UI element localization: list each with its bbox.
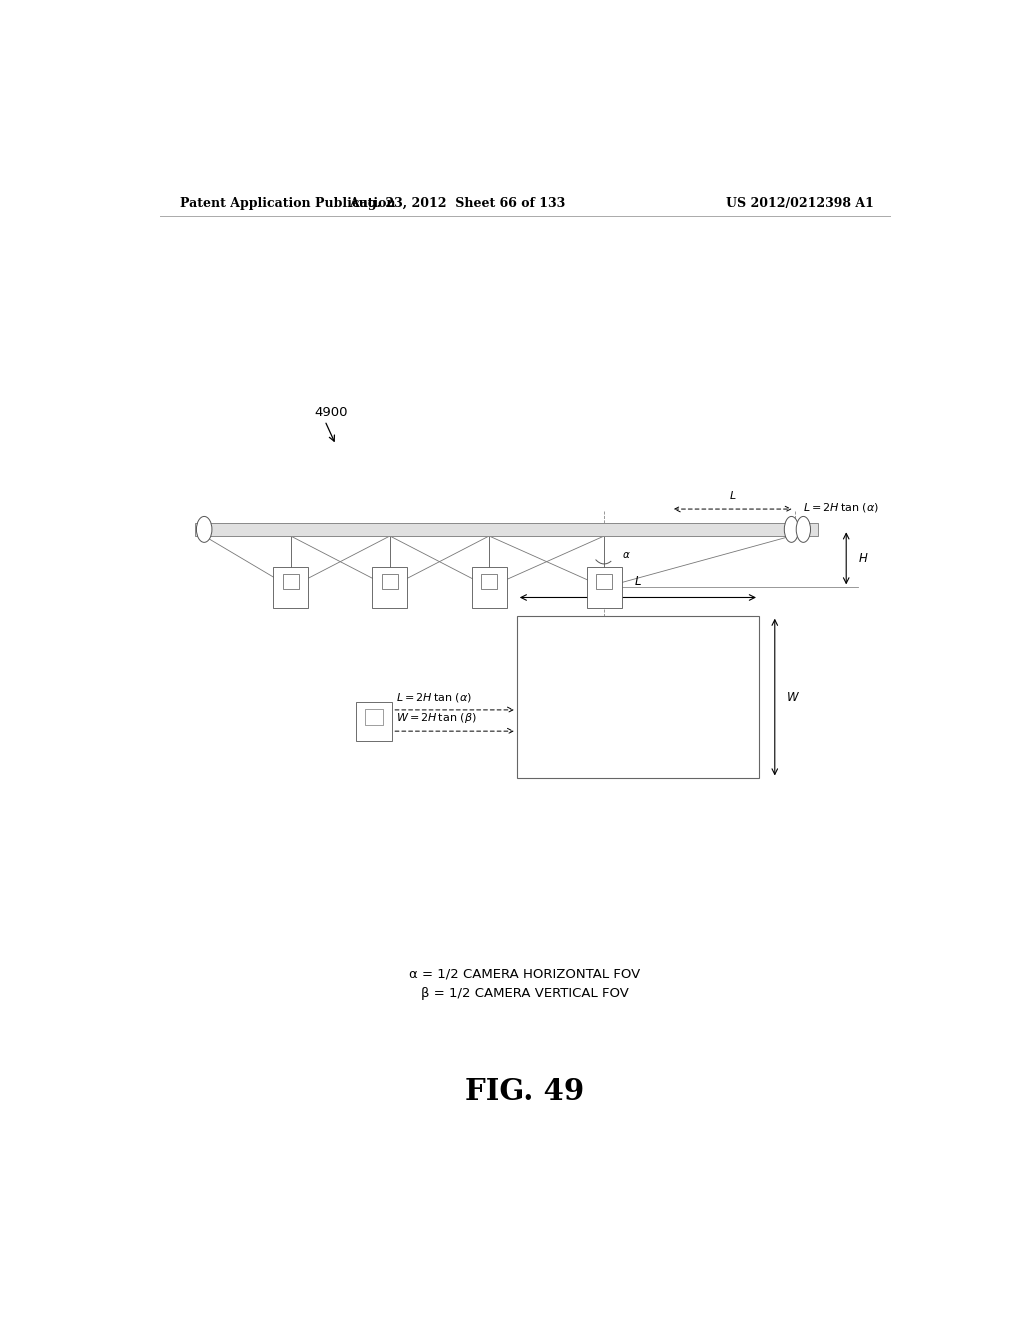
Ellipse shape [197,516,212,543]
Bar [373,568,408,607]
Text: $L = 2H\,\tan\,(\alpha)$: $L = 2H\,\tan\,(\alpha)$ [396,690,472,704]
Text: FIG. 49: FIG. 49 [465,1077,585,1106]
Bar [472,568,507,607]
Text: α = 1/2 CAMERA HORIZONTAL FOV: α = 1/2 CAMERA HORIZONTAL FOV [410,968,640,979]
Bar [365,709,383,725]
Bar [596,574,612,589]
Bar [355,702,392,741]
Bar [196,523,818,536]
Text: $L$: $L$ [729,488,736,500]
Text: US 2012/0212398 A1: US 2012/0212398 A1 [726,197,873,210]
Bar [283,574,299,589]
Text: $L = 2H\,\tan\,(\alpha)$: $L = 2H\,\tan\,(\alpha)$ [803,500,879,513]
Text: Aug. 23, 2012  Sheet 66 of 133: Aug. 23, 2012 Sheet 66 of 133 [349,197,565,210]
Text: $W$: $W$ [785,690,800,704]
Text: 4900: 4900 [314,407,348,418]
Text: Patent Application Publication: Patent Application Publication [179,197,395,210]
Ellipse shape [797,516,811,543]
Text: $W = 2H\,\tan\,(\beta)$: $W = 2H\,\tan\,(\beta)$ [396,711,477,725]
Bar [273,568,308,607]
Bar [481,574,497,589]
Bar [587,568,622,607]
Ellipse shape [784,516,799,543]
Text: $\alpha$: $\alpha$ [622,550,631,560]
Text: β = 1/2 CAMERA VERTICAL FOV: β = 1/2 CAMERA VERTICAL FOV [421,987,629,1001]
Text: $L$: $L$ [634,576,642,589]
Text: $H$: $H$ [858,552,868,565]
Bar [517,615,759,779]
Bar [382,574,397,589]
